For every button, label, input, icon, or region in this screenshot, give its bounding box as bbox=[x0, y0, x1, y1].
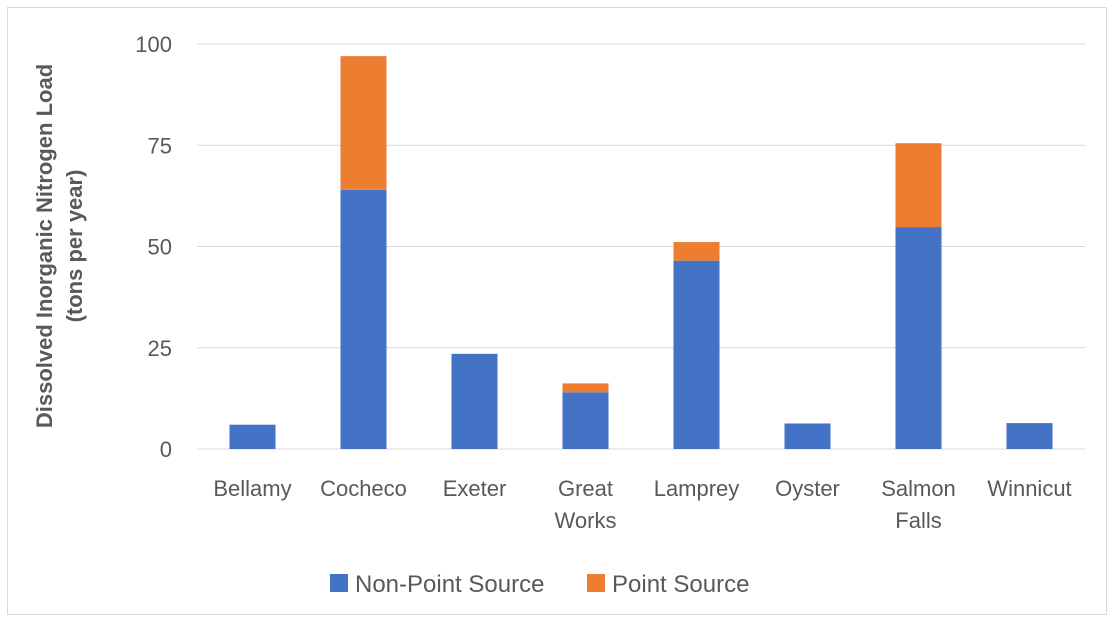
legend-label-point: Point Source bbox=[612, 571, 749, 598]
x-category-label: Falls bbox=[895, 508, 941, 533]
y-axis-label-line-2: (tons per year) bbox=[62, 170, 87, 323]
y-tick-label: 50 bbox=[148, 235, 172, 260]
x-category-label: Works bbox=[555, 508, 617, 533]
bar-point-lamprey bbox=[673, 242, 720, 261]
bar-non-point-lamprey bbox=[673, 260, 720, 449]
x-category-label: Cocheco bbox=[320, 476, 407, 501]
bar-non-point-winnicut bbox=[1006, 423, 1053, 449]
legend: Non-Point Source Point Source bbox=[330, 571, 749, 598]
bar-non-point-cocheco bbox=[340, 189, 387, 450]
bar-non-point-exeter bbox=[451, 353, 498, 449]
bars bbox=[229, 56, 1053, 450]
bar-non-point-bellamy bbox=[229, 424, 276, 449]
bar-non-point-oyster bbox=[784, 423, 831, 449]
x-category-label: Oyster bbox=[775, 476, 840, 501]
legend-swatch-point bbox=[587, 574, 605, 592]
y-tick-labels: 0 25 50 75 100 bbox=[135, 32, 172, 462]
x-category-labels: Bellamy Cocheco Exeter Great Works Lamprey Oys… bbox=[213, 476, 1071, 533]
y-tick-label: 100 bbox=[135, 32, 172, 57]
x-category-label: Exeter bbox=[443, 476, 507, 501]
y-tick-label: 0 bbox=[160, 437, 172, 462]
legend-label-non-point: Non-Point Source bbox=[355, 571, 544, 598]
bar-point-salmon-falls bbox=[895, 143, 942, 228]
y-tick-label: 75 bbox=[148, 133, 172, 158]
x-category-label: Winnicut bbox=[987, 476, 1071, 501]
bar-point-great-works bbox=[562, 383, 609, 393]
y-axis-label-line-1: Dissolved Inorganic Nitrogen Load bbox=[32, 64, 57, 428]
x-category-label: Salmon bbox=[881, 476, 956, 501]
x-category-label: Lamprey bbox=[654, 476, 740, 501]
x-category-label: Great bbox=[558, 476, 613, 501]
bar-point-cocheco bbox=[340, 56, 387, 190]
gridlines bbox=[197, 43, 1085, 450]
y-tick-label: 25 bbox=[148, 336, 172, 361]
x-category-label: Bellamy bbox=[213, 476, 291, 501]
bar-non-point-great-works bbox=[562, 392, 609, 449]
legend-swatch-non-point bbox=[330, 574, 348, 592]
bar-non-point-salmon-falls bbox=[895, 227, 942, 449]
